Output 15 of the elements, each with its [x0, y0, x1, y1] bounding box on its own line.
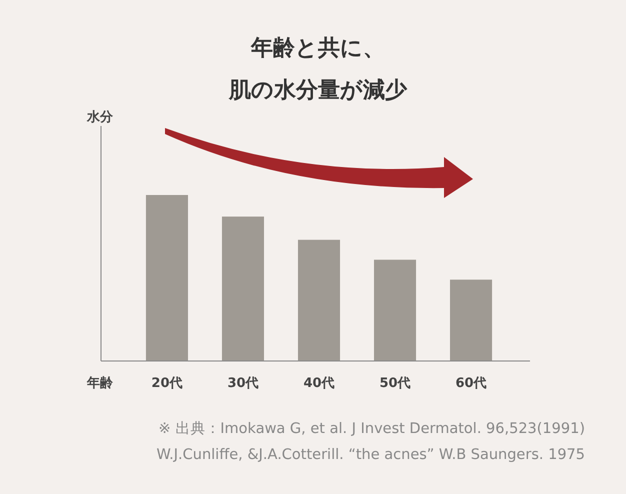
x-axis-title: 年齢 — [86, 376, 114, 391]
chart-title: 年齢と共に、肌の水分量が減少 — [228, 36, 408, 103]
x-tick-label: 50代 — [379, 376, 411, 391]
text: ※ 出典：Imokawa G, et al. J Invest Dermatol. 96,523(1991) — [158, 420, 585, 437]
bar — [146, 195, 188, 361]
bar — [450, 280, 492, 361]
x-tick-label: 40代 — [303, 376, 335, 391]
x-tick-label: 60代 — [455, 376, 487, 391]
x-tick-label: 20代 — [151, 376, 183, 391]
bar — [222, 216, 264, 361]
bar — [298, 240, 340, 361]
x-tick-label: 30代 — [227, 376, 259, 391]
text: 水分 — [86, 110, 114, 125]
bar — [374, 260, 416, 361]
text: W.J.Cunliffe, &J.A.Cotterill. “the acnes” W.B Saungers. 1975 — [156, 447, 585, 463]
